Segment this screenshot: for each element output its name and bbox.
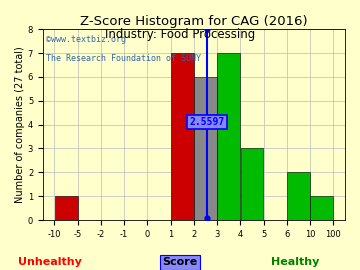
Bar <box>240 148 264 220</box>
Bar <box>287 172 310 220</box>
Bar <box>194 77 217 220</box>
Text: ©www.textbiz.org: ©www.textbiz.org <box>46 35 126 44</box>
Y-axis label: Number of companies (27 total): Number of companies (27 total) <box>15 46 25 203</box>
Text: Unhealthy: Unhealthy <box>18 257 82 267</box>
Title: Z-Score Histogram for CAG (2016): Z-Score Histogram for CAG (2016) <box>80 15 308 28</box>
Text: Healthy: Healthy <box>271 257 319 267</box>
Bar <box>310 196 333 220</box>
Text: Score: Score <box>162 257 198 267</box>
Bar <box>55 196 77 220</box>
Bar <box>217 53 240 220</box>
Text: Industry: Food Processing: Industry: Food Processing <box>105 28 255 41</box>
Text: The Research Foundation of SUNY: The Research Foundation of SUNY <box>46 54 201 63</box>
Text: 2.5597: 2.5597 <box>189 117 225 127</box>
Bar <box>171 53 194 220</box>
